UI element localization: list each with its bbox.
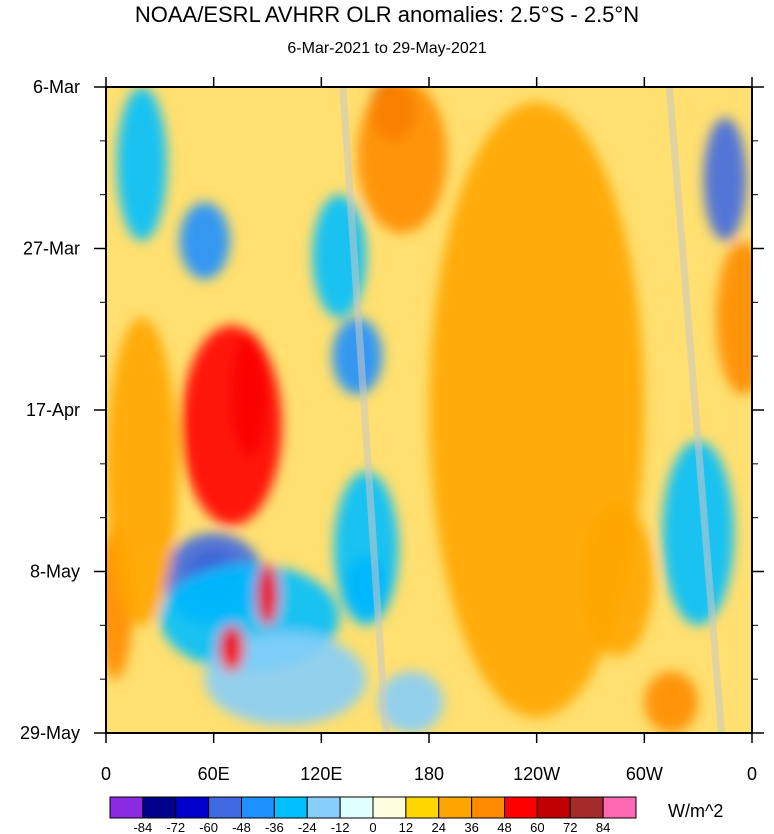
colorbar-swatch-0 [109,796,144,819]
x-tick-label-5: 60W [626,764,663,784]
y-tick-label-2: 17-Apr [26,400,80,420]
colorbar-label-1: -72 [166,820,185,834]
colorbar-swatch-8 [372,796,407,819]
chart-subtitle: 6-Mar-2021 to 29-May-2021 [287,40,487,57]
anomaly-positive-22 [581,502,654,657]
colorbar-swatch-1 [142,796,177,819]
colorbar-swatch-9 [405,796,440,819]
x-tick-label-4: 120W [513,764,560,784]
colorbar-swatch-10 [438,796,473,819]
anomaly-positive-24 [106,317,178,626]
colorbar: -84 -72 -60 -48 -36 -24 -12 0 12 24 36 48 60 72 84 [109,796,637,834]
colorbar-label-4: -36 [265,820,284,834]
colorbar-swatch-2 [175,796,210,819]
colorbar-label-0: -84 [133,820,152,834]
anomaly-negative-11 [662,440,735,626]
y-tick-label-0: 6-Mar [33,77,80,97]
anomaly-positive-14 [181,325,282,526]
anomaly-negative-9 [116,87,168,241]
colorbar-label-2: -60 [199,820,218,834]
colorbar-swatch-12 [504,796,538,819]
colorbar-swatch-11 [471,796,505,819]
colorbar-label-11: 48 [497,820,511,834]
colorbar-label-3: -48 [232,820,251,834]
y-tick-label-3: 8-May [30,562,80,582]
anomaly-negative-12 [378,671,444,733]
anomaly-positive-23 [644,671,699,733]
colorbar-label-9: 24 [432,820,446,834]
colorbar-label-6: -12 [331,820,350,834]
anomaly-negative-5 [333,471,399,626]
plot-area [106,87,752,733]
anomaly-negative-3 [204,633,367,726]
colorbar-label-10: 36 [464,820,478,834]
colorbar-swatch-13 [536,796,571,819]
x-tick-label-2: 120E [300,764,342,784]
x-tick-label-6: 0 [747,764,757,784]
colorbar-swatch-15 [602,796,637,819]
anomaly-positive-17 [256,563,279,626]
anomaly-positive-20 [716,240,752,395]
chart-title: NOAA/ESRL AVHRR OLR anomalies: 2.5°S - 2… [134,2,640,27]
colorbar-swatch-14 [569,796,604,819]
x-tick-label-1: 60E [198,764,230,784]
colorbar-label-7: 0 [369,820,376,834]
missing-data-band-0 [339,87,390,733]
x-tick-label-3: 180 [414,764,444,784]
colorbar-units: W/m^2 [668,801,724,821]
y-tick-label-1: 27-Mar [23,239,80,259]
colorbar-swatch-7 [339,796,374,819]
colorbar-label-5: -24 [298,820,317,834]
anomaly-positive-16 [357,87,447,234]
anomaly-negative-10 [703,117,747,241]
y-axis: 6-Mar 27-Mar 17-Apr 8-May 29-May [20,77,764,743]
colorbar-swatch-5 [273,796,308,819]
anomaly-positive-18 [219,625,245,672]
x-axis: 0 60E 120E 180 120W 60W 0 [101,77,757,784]
anomaly-negative-8 [179,202,230,280]
colorbar-label-8: 12 [399,820,413,834]
y-tick-label-4: 29-May [20,723,80,743]
colorbar-label-12: 60 [530,820,544,834]
colorbar-swatch-4 [241,796,275,819]
colorbar-label-13: 72 [563,820,577,834]
missing-data-band-1 [665,87,726,733]
colorbar-swatch-3 [208,796,242,819]
colorbar-swatch-6 [306,796,341,819]
x-tick-label-0: 0 [101,764,111,784]
colorbar-label-14: 84 [596,820,610,834]
